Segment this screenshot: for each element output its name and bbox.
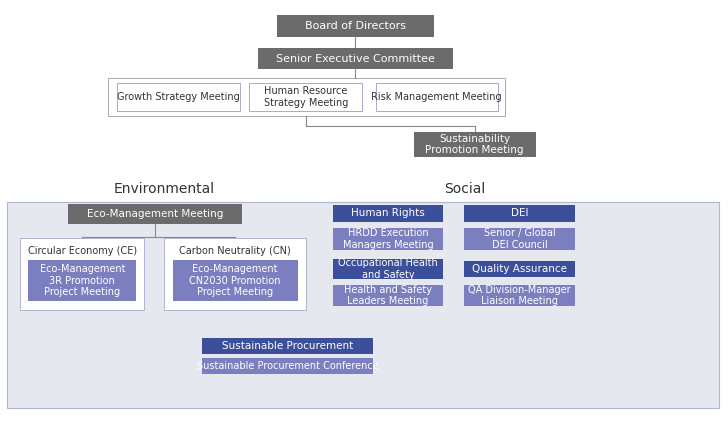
FancyBboxPatch shape	[464, 228, 575, 250]
Text: Human Resource
Strategy Meeting: Human Resource Strategy Meeting	[264, 86, 348, 108]
FancyBboxPatch shape	[202, 358, 373, 374]
Text: Sustainable Procurement Conference: Sustainable Procurement Conference	[197, 361, 379, 371]
FancyBboxPatch shape	[376, 83, 498, 111]
FancyBboxPatch shape	[68, 204, 242, 224]
Text: Eco-Management Meeting: Eco-Management Meeting	[87, 209, 223, 219]
Text: Eco-Management
CN2030 Promotion
Project Meeting: Eco-Management CN2030 Promotion Project …	[189, 264, 281, 297]
Text: Occupational Health
and Safety: Occupational Health and Safety	[338, 258, 438, 280]
FancyBboxPatch shape	[249, 83, 363, 111]
FancyBboxPatch shape	[333, 285, 443, 306]
FancyBboxPatch shape	[333, 228, 443, 250]
Text: HRDD Execution
Managers Meeting: HRDD Execution Managers Meeting	[343, 229, 433, 250]
FancyBboxPatch shape	[277, 15, 434, 37]
FancyBboxPatch shape	[258, 48, 453, 69]
FancyBboxPatch shape	[414, 132, 536, 157]
Text: Senior Executive Committee: Senior Executive Committee	[276, 54, 435, 64]
FancyBboxPatch shape	[7, 202, 719, 408]
FancyBboxPatch shape	[464, 205, 575, 222]
FancyBboxPatch shape	[333, 259, 443, 279]
Text: Social: Social	[444, 182, 485, 196]
FancyBboxPatch shape	[108, 78, 505, 116]
Text: QA Division-Manager
Liaison Meeting: QA Division-Manager Liaison Meeting	[469, 285, 571, 306]
Text: Sustainable Procurement: Sustainable Procurement	[222, 341, 353, 351]
Text: Senior / Global
DEI Council: Senior / Global DEI Council	[484, 229, 555, 250]
FancyBboxPatch shape	[20, 238, 144, 310]
Text: Human Rights: Human Rights	[351, 208, 425, 218]
FancyBboxPatch shape	[28, 260, 136, 301]
FancyBboxPatch shape	[173, 260, 298, 301]
Text: Risk Management Meeting: Risk Management Meeting	[371, 92, 502, 102]
Text: Growth Strategy Meeting: Growth Strategy Meeting	[117, 92, 240, 102]
Text: DEI: DEI	[511, 208, 529, 218]
FancyBboxPatch shape	[464, 285, 575, 306]
Text: Board of Directors: Board of Directors	[305, 21, 405, 31]
Text: Quality Assurance: Quality Assurance	[472, 264, 567, 274]
Text: Carbon Neutrality (CN): Carbon Neutrality (CN)	[179, 246, 290, 256]
Text: Circular Economy (CE): Circular Economy (CE)	[28, 246, 137, 256]
Text: Health and Safety
Leaders Meeting: Health and Safety Leaders Meeting	[344, 285, 432, 306]
FancyBboxPatch shape	[164, 238, 306, 310]
FancyBboxPatch shape	[333, 205, 443, 222]
Text: Environmental: Environmental	[114, 182, 214, 196]
FancyBboxPatch shape	[202, 338, 373, 354]
Text: Sustainability
Promotion Meeting: Sustainability Promotion Meeting	[425, 134, 524, 155]
FancyBboxPatch shape	[464, 261, 575, 277]
FancyBboxPatch shape	[117, 83, 240, 111]
Text: Eco-Management
3R Promotion
Project Meeting: Eco-Management 3R Promotion Project Meet…	[39, 264, 125, 297]
